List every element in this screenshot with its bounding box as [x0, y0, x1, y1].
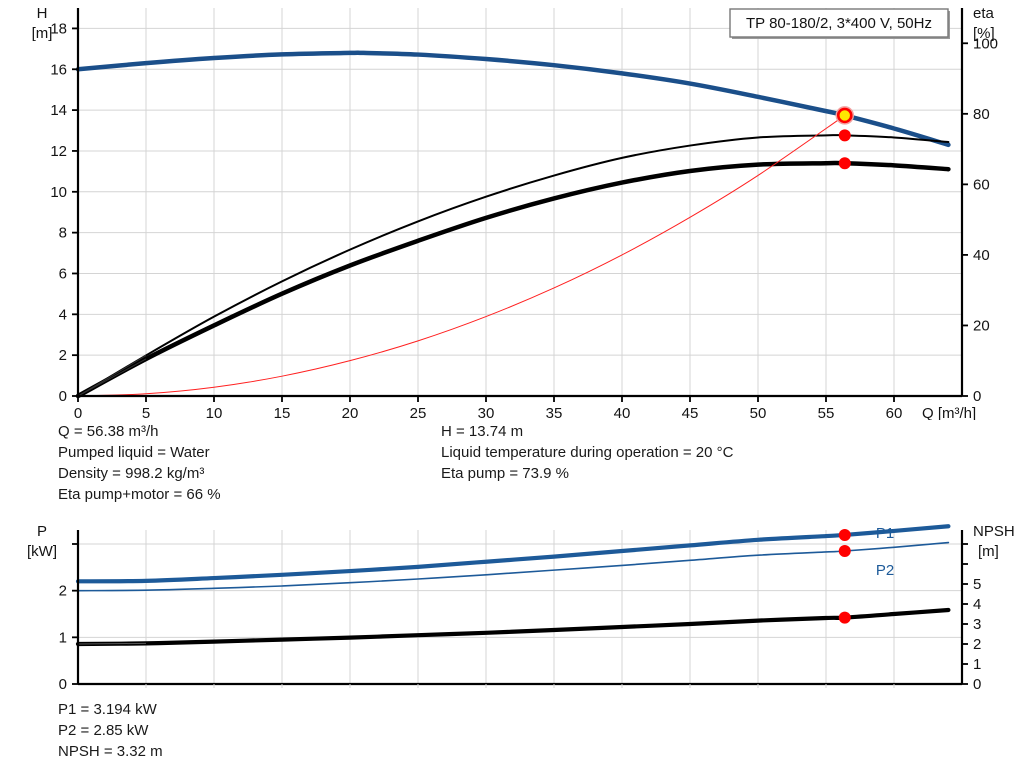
info-density: Density = 998.2 kg/m³: [58, 465, 205, 482]
tick-label-flow: 40: [614, 405, 631, 420]
axis-title-head-line1: H: [37, 5, 48, 22]
tick-label-eta: 20: [973, 317, 990, 334]
head-eta-chart: 0 2 4 6 8 10 12 14 16 18 0 20 40 60 80 100 0 5 10 15 20 25 30 3…: [32, 5, 998, 420]
duty-point-p2-marker[interactable]: [838, 545, 851, 557]
curve-eta-pump-motor-lead-in: [77, 358, 147, 397]
info-p1: P1 = 3.194 kW: [58, 701, 157, 718]
axis-title-flow: Q [m³/h]: [922, 405, 976, 420]
curve-eta-pump: [77, 134, 950, 397]
axis-title-eta-line1: eta: [973, 5, 995, 22]
tick-label-power: 2: [59, 583, 67, 600]
tick-label-flow: 60: [886, 405, 903, 420]
tick-label-npsh: 1: [973, 656, 981, 673]
plot-area-power: [75, 524, 962, 684]
tick-label-flow: 50: [750, 405, 767, 420]
tick-label-flow: 20: [342, 405, 359, 420]
tick-label-npsh: 5: [973, 576, 981, 593]
duty-point-eta-pump-motor-marker[interactable]: [838, 157, 851, 170]
curve-p2: [77, 541, 950, 592]
info-eta-pump-motor: Eta pump+motor = 66 %: [58, 486, 221, 503]
duty-point-eta-pump-marker[interactable]: [838, 129, 851, 142]
tick-label-head: 18: [50, 20, 67, 37]
curve-h-head-curve: [75, 50, 951, 148]
curve-npsh-lead-in: [77, 642, 147, 645]
tick-label-eta: 100: [973, 35, 998, 52]
tick-label-head: 4: [59, 306, 67, 323]
plot-area-head: [75, 8, 962, 399]
tick-label-flow: 45: [682, 405, 699, 420]
tick-label-flow: 15: [274, 405, 291, 420]
tick-label-head: 10: [50, 184, 67, 201]
plot-background: [78, 8, 962, 396]
curve-system-duty-curve: [77, 114, 846, 397]
tick-label-power: 0: [59, 676, 67, 693]
info-p2: P2 = 2.85 kW: [58, 722, 149, 739]
tick-label-head: 0: [59, 388, 67, 405]
tick-label-npsh: 4: [973, 596, 981, 613]
duty-point-info-left: Q = 56.38 m³/h Pumped liquid = Water Den…: [58, 421, 221, 505]
title-box: [729, 8, 949, 38]
tick-label-npsh: 2: [973, 636, 981, 653]
info-npsh: NPSH = 3.32 m: [58, 743, 163, 760]
tick-label-flow: 5: [142, 405, 150, 420]
tick-label-npsh: 3: [973, 616, 981, 633]
axis-title-npsh-line2: [m]: [978, 543, 999, 560]
tick-label-npsh: 0: [973, 676, 981, 693]
tick-label-flow: 55: [818, 405, 835, 420]
curve-head-lead-in: [77, 62, 147, 70]
tick-label-head: 12: [50, 143, 67, 160]
pump-model-label: TP 80-180/2, 3*400 V, 50Hz: [746, 15, 932, 32]
curve-eta-pump-motor: [75, 160, 951, 399]
info-pumped-liquid: Pumped liquid = Water: [58, 444, 210, 461]
tick-label-head: 8: [59, 225, 67, 242]
tick-label-flow: 10: [206, 405, 223, 420]
tick-label-eta: 40: [973, 247, 990, 264]
info-eta-pump: Eta pump = 73.9 %: [441, 465, 569, 482]
tick-label-flow: 35: [546, 405, 563, 420]
duty-marker-halo: [835, 106, 855, 125]
tick-label-flow: 30: [478, 405, 495, 420]
duty-point-npsh-marker[interactable]: [838, 611, 851, 624]
duty-point-info-right: H = 13.74 m Liquid temperature during op…: [441, 421, 733, 484]
axis-title-eta-line2: [%]: [973, 25, 995, 42]
tick-label-head: 6: [59, 265, 67, 282]
power-info: P1 = 3.194 kW P2 = 2.85 kW NPSH = 3.32 m: [58, 699, 163, 762]
tick-label-eta: 80: [973, 106, 990, 123]
info-liquid-temperature: Liquid temperature during operation = 20…: [441, 444, 734, 461]
tick-label-eta: 0: [973, 388, 981, 405]
curve-npsh: [75, 607, 951, 647]
info-h: H = 13.74 m: [441, 423, 524, 440]
axis-title-power-line1: P: [37, 523, 47, 540]
curve-eta-pump-lead-in: [77, 355, 147, 397]
power-npsh-chart: 0 1 2 0 1 2 3 4 5 P [kW] NPSH [m] P1 P2: [27, 523, 1015, 693]
tick-label-flow: 25: [410, 405, 427, 420]
axis-title-npsh-line1: NPSH: [973, 523, 1015, 540]
tick-label-head: 2: [59, 347, 67, 364]
info-q: Q = 56.38 m³/h: [58, 423, 159, 440]
axis-title-head-line2: [m]: [32, 25, 53, 42]
tick-label-flow: 0: [74, 405, 82, 420]
tick-label-power: 1: [59, 629, 67, 646]
plot-background: [78, 530, 962, 684]
tick-label-head: 14: [50, 102, 67, 119]
curve-label-p2: P2: [876, 562, 894, 579]
tick-label-head: 16: [50, 61, 67, 78]
curve-label-p1: P1: [876, 525, 894, 542]
duty-point-head-marker[interactable]: [836, 107, 853, 124]
duty-point-p1-marker[interactable]: [838, 528, 851, 541]
curve-p1: [75, 524, 951, 584]
tick-label-eta: 60: [973, 176, 990, 193]
axis-title-power-line2: [kW]: [27, 543, 57, 560]
